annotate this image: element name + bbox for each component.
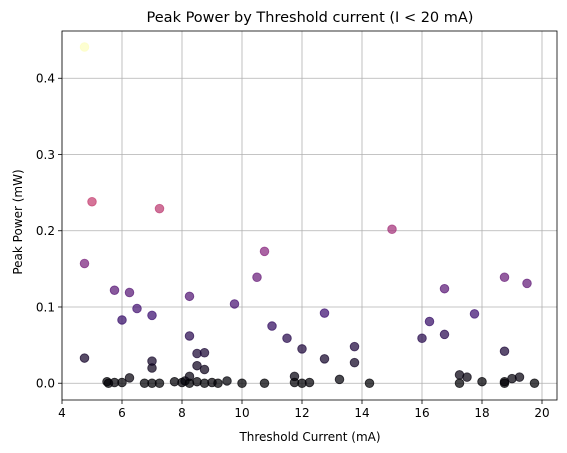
chart-title: Peak Power by Threshold current (I < 20 … — [147, 10, 474, 26]
data-point — [213, 378, 223, 388]
data-point — [124, 287, 135, 298]
y-tick-label: 0.0 — [36, 377, 55, 391]
data-point — [282, 333, 292, 343]
data-point — [499, 346, 510, 356]
x-tick-label: 4 — [58, 406, 66, 420]
data-point — [259, 378, 270, 388]
data-point — [319, 308, 330, 318]
x-tick-label: 12 — [294, 406, 309, 420]
grid-lines — [61, 31, 557, 400]
data-point — [109, 285, 120, 295]
data-point — [124, 373, 135, 383]
y-tick-label: 0.2 — [36, 224, 55, 238]
data-point — [349, 341, 360, 352]
x-tick-label: 20 — [534, 406, 549, 420]
data-point — [387, 224, 397, 234]
x-tick-label: 8 — [178, 406, 186, 420]
data-point — [462, 372, 472, 382]
data-point — [424, 316, 435, 327]
data-point — [252, 272, 262, 283]
data-point — [334, 374, 345, 385]
data-point — [469, 309, 480, 319]
data-point — [192, 360, 202, 371]
x-tick-label: 14 — [354, 406, 369, 420]
data-point — [87, 197, 97, 207]
data-point — [529, 378, 540, 388]
data-point — [132, 303, 142, 314]
plot-frame — [61, 30, 558, 401]
data-point — [147, 310, 157, 321]
data-point — [297, 344, 307, 354]
data-point — [154, 378, 165, 388]
data-point — [184, 291, 195, 302]
x-tick-label: 6 — [118, 406, 126, 420]
data-point — [184, 331, 195, 341]
data-point — [79, 353, 90, 363]
data-point — [454, 378, 465, 388]
data-point — [304, 377, 315, 388]
data-point — [439, 283, 450, 294]
x-axis-label: Threshold Current (mA) — [238, 430, 380, 444]
x-tick-label: 16 — [414, 406, 429, 420]
data-point — [79, 258, 90, 269]
data-point — [417, 333, 427, 343]
data-point — [259, 246, 270, 257]
data-point — [499, 378, 510, 388]
data-point — [79, 42, 90, 52]
data-point — [477, 376, 487, 387]
data-point — [199, 347, 210, 358]
data-point — [237, 378, 247, 388]
data-point — [514, 372, 525, 382]
data-point — [267, 321, 277, 331]
x-tick-label: 10 — [234, 406, 249, 420]
data-point — [117, 315, 127, 325]
x-tick-label: 18 — [474, 406, 489, 420]
data-point — [199, 364, 210, 375]
data-point — [222, 376, 232, 386]
data-point — [154, 203, 165, 214]
data-point — [522, 278, 532, 289]
data-point — [364, 378, 375, 388]
axis-ticks: 4 6 8 10 12 14 16 18 20 0.0 0.1 0.2 0.3 0.4 — [36, 72, 550, 420]
data-point — [147, 363, 157, 373]
data-point — [229, 299, 240, 309]
y-tick-label: 0.3 — [36, 148, 55, 162]
data-point — [349, 357, 360, 368]
data-points — [79, 42, 540, 388]
data-point — [499, 272, 510, 283]
data-point — [439, 329, 450, 340]
y-tick-label: 0.4 — [36, 72, 55, 86]
y-tick-label: 0.1 — [36, 300, 55, 314]
y-axis-label: Peak Power (mW) — [11, 169, 25, 274]
data-point — [117, 377, 127, 388]
data-point — [319, 354, 330, 364]
